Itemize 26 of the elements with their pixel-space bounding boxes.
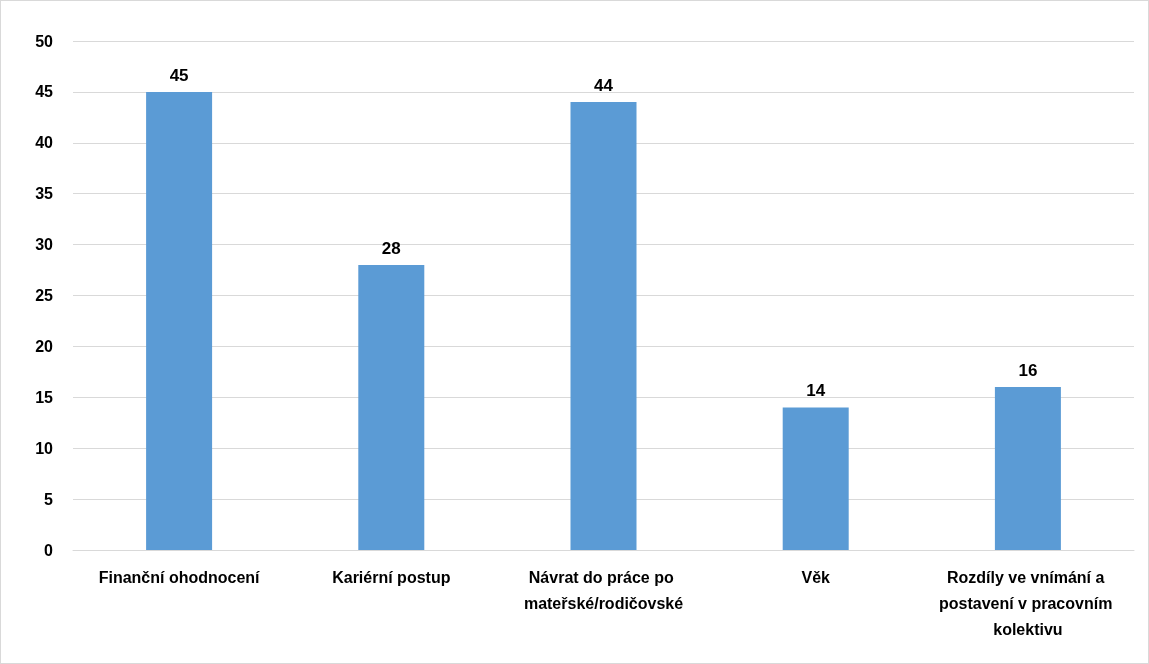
x-tick-label: Kariérní postup [332, 568, 451, 586]
y-tick-label: 5 [44, 490, 54, 508]
data-label: 44 [594, 76, 614, 96]
y-tick-label: 25 [35, 287, 54, 304]
x-tick-label: Věk [801, 568, 831, 586]
y-tick-label: 15 [35, 388, 54, 406]
bar [146, 91, 213, 550]
bar [358, 264, 425, 550]
bar [782, 407, 849, 550]
y-tick-label: 50 [35, 32, 54, 50]
x-tick-label: Návrat do práce po mateřské/rodičovské [523, 568, 684, 612]
y-tick-label: 35 [35, 185, 54, 203]
y-tick-label: 20 [35, 337, 54, 355]
y-tick-label: 45 [35, 83, 54, 101]
bar [994, 387, 1061, 550]
y-tick-label: 40 [35, 134, 54, 152]
data-label: 14 [806, 381, 826, 401]
data-label: 16 [1018, 361, 1038, 381]
x-tick-label: Finanční ohodnocení [98, 568, 261, 586]
y-tick-label: 10 [35, 439, 54, 457]
y-tick-label: 30 [35, 236, 54, 254]
data-label: 28 [381, 238, 401, 258]
bar [570, 102, 637, 550]
data-label: 45 [169, 65, 189, 85]
x-tick-label: Rozdíly ve vnímání a postavení v pracovním kolektivu [938, 568, 1117, 638]
y-tick-label: 0 [44, 541, 54, 559]
